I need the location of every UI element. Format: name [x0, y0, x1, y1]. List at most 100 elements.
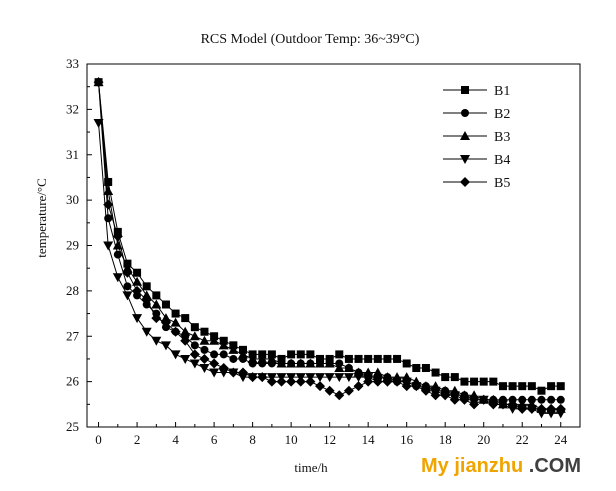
data-point — [122, 291, 133, 301]
data-point — [160, 317, 171, 328]
data-point — [546, 409, 557, 419]
data-point — [556, 382, 565, 391]
data-point — [430, 390, 441, 401]
legend-item: B5 — [443, 176, 510, 191]
data-point — [210, 350, 219, 359]
data-point — [132, 285, 143, 296]
data-point — [421, 364, 430, 373]
data-point — [497, 399, 508, 410]
data-point — [132, 314, 143, 324]
data-point — [518, 382, 527, 391]
x-tick-label: 8 — [249, 432, 256, 447]
data-point — [93, 77, 104, 88]
data-point — [372, 367, 383, 377]
x-tick-label: 20 — [477, 432, 490, 447]
data-point — [315, 358, 326, 368]
data-point — [393, 354, 402, 363]
data-point — [218, 368, 229, 378]
y-tick-label: 32 — [66, 101, 79, 116]
data-point — [449, 394, 460, 405]
data-point — [305, 358, 316, 368]
legend-label: B1 — [494, 84, 510, 99]
data-point — [209, 335, 220, 345]
data-point — [189, 331, 200, 341]
series-b5 — [93, 77, 566, 414]
chart-title: RCS Model (Outdoor Temp: 36~39°C) — [201, 32, 420, 47]
data-point — [401, 381, 412, 392]
watermark-suffix-text: .COM — [528, 455, 582, 477]
data-point — [112, 231, 123, 242]
y-tick-label: 31 — [66, 147, 79, 162]
x-tick-label: 6 — [211, 432, 218, 447]
data-point — [141, 327, 152, 337]
data-point — [218, 340, 229, 350]
data-point — [180, 354, 191, 364]
legend-marker — [461, 109, 469, 117]
series-line — [98, 82, 561, 401]
data-point — [276, 376, 287, 387]
data-point — [440, 390, 451, 401]
y-tick-label: 29 — [66, 238, 79, 253]
data-point — [200, 345, 209, 354]
data-point — [353, 373, 364, 383]
y-tick-label: 30 — [66, 192, 79, 207]
legend-marker — [460, 155, 470, 164]
series-line — [98, 122, 561, 414]
data-point — [266, 353, 277, 363]
data-point — [141, 294, 152, 305]
legend-item: B4 — [443, 153, 510, 168]
y-tick-label: 27 — [66, 328, 80, 343]
data-point — [286, 376, 297, 387]
data-point — [219, 350, 228, 359]
data-point — [218, 363, 229, 374]
data-point — [142, 282, 151, 291]
data-point — [103, 199, 114, 210]
legend: B1 B2 B3 B4 B5 — [443, 84, 510, 191]
data-point — [296, 350, 305, 359]
data-point — [151, 313, 162, 324]
data-point — [287, 350, 296, 359]
data-point — [295, 358, 306, 368]
data-point — [113, 250, 122, 259]
data-point — [199, 364, 210, 374]
data-point — [479, 377, 488, 386]
data-point — [334, 373, 345, 383]
legend-marker — [460, 177, 470, 187]
data-point — [450, 373, 459, 382]
data-point — [112, 273, 123, 283]
data-point — [537, 395, 546, 404]
data-point — [547, 395, 556, 404]
data-point — [488, 399, 499, 410]
data-point — [190, 341, 199, 350]
data-point — [190, 323, 199, 332]
series-b3 — [93, 77, 566, 413]
data-point — [181, 314, 190, 323]
data-point — [555, 409, 566, 419]
legend-marker — [460, 131, 470, 140]
data-point — [152, 291, 161, 300]
data-point — [517, 403, 528, 414]
data-point — [343, 385, 354, 396]
y-axis-label: temperature/°C — [34, 178, 49, 258]
data-point — [364, 354, 373, 363]
data-point — [343, 373, 354, 383]
data-point — [315, 381, 326, 392]
data-point — [257, 353, 268, 363]
data-point — [266, 376, 277, 387]
data-point — [536, 409, 547, 419]
data-point — [247, 372, 258, 383]
data-point — [170, 317, 181, 327]
y-tick-label: 33 — [66, 56, 79, 71]
legend-marker — [461, 86, 469, 94]
data-point — [382, 376, 393, 387]
data-point — [229, 354, 238, 363]
data-point — [257, 372, 268, 383]
data-point — [402, 359, 411, 368]
data-point — [170, 326, 181, 337]
data-point — [123, 282, 132, 291]
data-point — [324, 373, 335, 383]
data-point — [460, 377, 469, 386]
watermark: My jianzhu .COM — [421, 455, 581, 478]
data-point — [478, 394, 489, 405]
